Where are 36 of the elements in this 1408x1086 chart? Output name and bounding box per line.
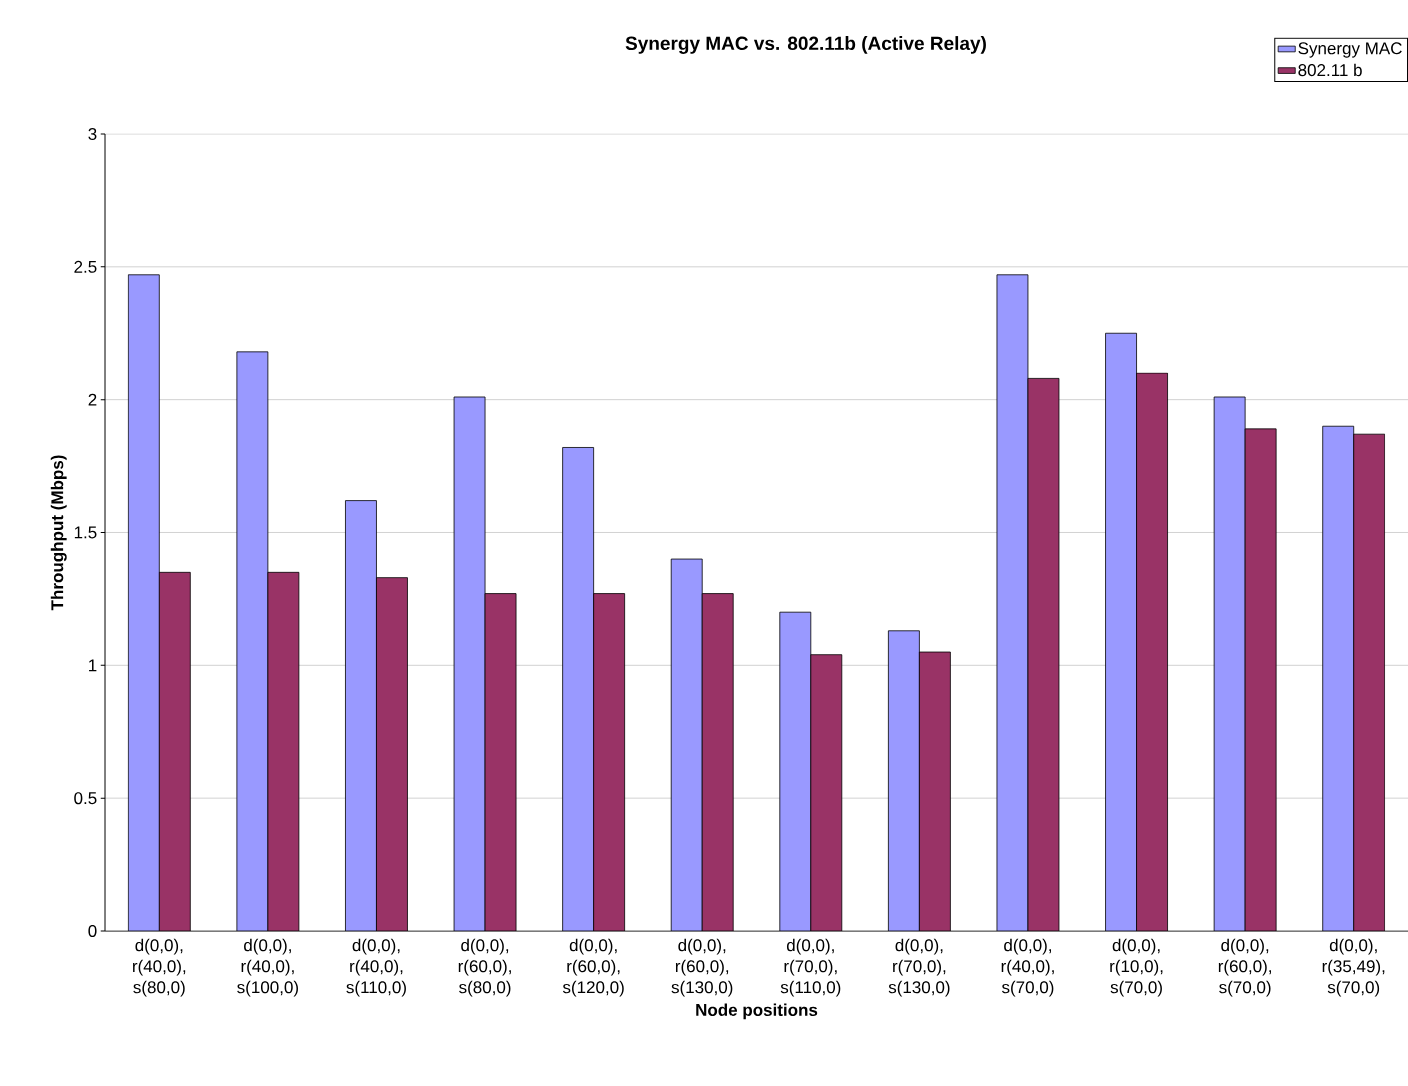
x-tick-label: d(0,0), r(40,0), s(110,0) (346, 938, 406, 997)
x-tick-label: d(0,0), r(35,49), s(70,0) (1322, 938, 1385, 997)
bar (888, 630, 920, 931)
bar (671, 559, 703, 931)
x-tick-label: d(0,0), r(10,0), s(70,0) (1110, 938, 1163, 997)
x-tick-label: d(0,0), r(70,0), s(110,0) (780, 938, 841, 997)
x-tick-label: d(0,0), r(40,0), s(100,0) (237, 938, 299, 997)
y-tick-label: 3 (88, 127, 97, 141)
x-tick-label: d(0,0), r(60,0), s(80,0) (458, 938, 511, 997)
bar (454, 396, 486, 931)
x-tick-label: d(0,0), r(60,0), s(70,0) (1218, 938, 1271, 997)
y-tick-label: 0 (88, 924, 97, 938)
y-tick-label: 1 (89, 659, 97, 672)
y-tick-label: 2 (88, 393, 97, 406)
bar (996, 274, 1028, 931)
bar (345, 500, 377, 931)
bar (128, 274, 160, 931)
bar (1105, 333, 1137, 931)
bar (779, 612, 811, 931)
x-tick-label: d(0,0), r(60,0), s(120,0) (562, 938, 624, 997)
y-axis-title: Throughput (Mbps) (50, 455, 67, 611)
y-tick-label: 2.5 (74, 260, 97, 273)
x-tick-label: d(0,0), r(40,0), s(70,0) (1001, 938, 1054, 997)
legend-label: 802.11 b (1298, 63, 1362, 77)
y-tick-label: 0.5 (74, 792, 97, 805)
x-tick-label: d(0,0), r(40,0), s(80,0) (133, 938, 186, 997)
bar (236, 351, 268, 931)
x-tick-label: d(0,0), r(70,0), s(130,0) (888, 938, 950, 997)
bar (1322, 425, 1355, 931)
chart-title: Synergy MAC vs. 802.11b (Active Relay) (625, 36, 986, 54)
x-tick-label: d(0,0), r(60,0), s(130,0) (671, 938, 733, 997)
legend-label: Synergy MAC (1298, 42, 1402, 58)
y-tick-label: 1.5 (74, 526, 97, 539)
bar (562, 447, 594, 931)
bar (1214, 396, 1246, 931)
x-axis-title: Node positions (696, 1003, 818, 1020)
